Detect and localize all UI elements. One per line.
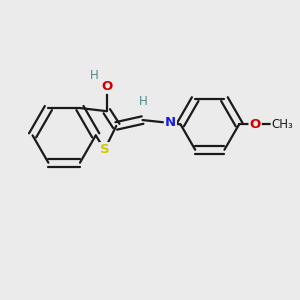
Text: H: H	[139, 95, 148, 108]
Text: N: N	[165, 116, 176, 130]
Text: S: S	[100, 143, 110, 156]
Text: O: O	[101, 80, 112, 93]
Text: H: H	[90, 69, 99, 82]
Text: O: O	[250, 118, 261, 131]
Text: CH₃: CH₃	[271, 118, 293, 131]
